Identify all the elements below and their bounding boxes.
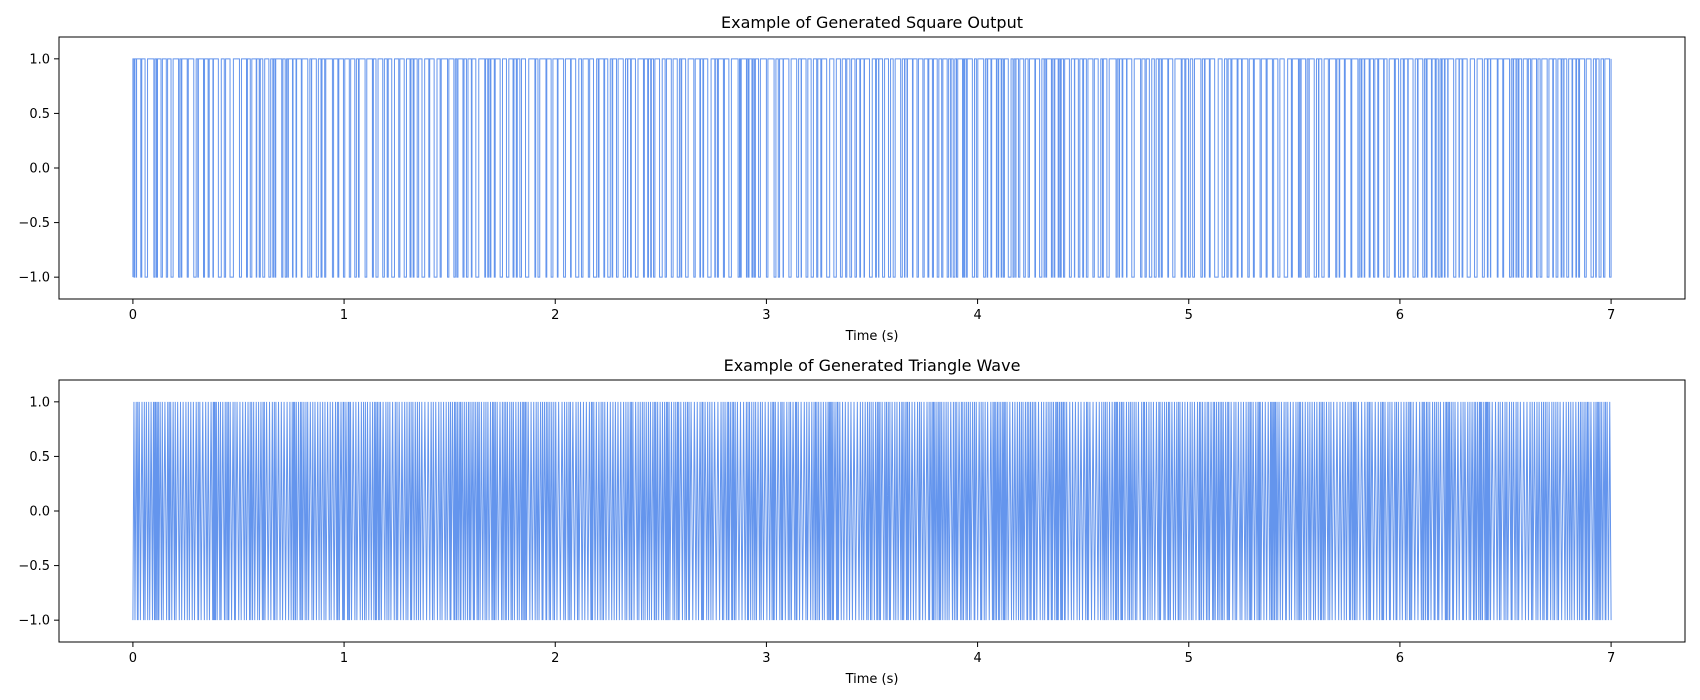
square-wave-line — [132, 58, 1612, 278]
x-tick-label: 0 — [129, 308, 137, 323]
y-tick-label: 0.5 — [29, 107, 50, 122]
chart-title: Example of Generated Square Output — [721, 13, 1023, 32]
y-tick-label: 1.0 — [29, 395, 50, 410]
x-tick-label: 3 — [762, 651, 770, 666]
x-tick-label: 2 — [551, 651, 559, 666]
x-tick-label: 3 — [762, 308, 770, 323]
ticks-layer: 0 1 2 3 4 5 6 7 1.0 0.5 0.0 −0.5 −1.0 — [18, 52, 1615, 323]
x-tick-label: 5 — [1185, 308, 1193, 323]
x-tick-label: 5 — [1185, 651, 1193, 666]
x-tick-label: 6 — [1396, 651, 1404, 666]
y-tick-label: −1.0 — [18, 614, 50, 629]
y-tick-label: −0.5 — [18, 216, 50, 231]
x-tick-label: 0 — [129, 651, 137, 666]
y-tick-label: −0.5 — [18, 559, 50, 574]
x-tick-label: 7 — [1607, 651, 1615, 666]
y-tick-label: −1.0 — [18, 271, 50, 286]
x-tick-label: 4 — [973, 651, 981, 666]
wave-layer — [132, 401, 1612, 621]
triangle-wave-chart: Example of Generated Triangle Wave 0 1 2 3 4… — [18, 356, 1686, 687]
wave-layer — [132, 58, 1612, 278]
y-tick-label: 0.0 — [29, 505, 50, 520]
x-axis-label: Time (s) — [845, 672, 899, 687]
x-tick-label: 6 — [1396, 308, 1404, 323]
x-axis-label: Time (s) — [845, 329, 899, 344]
square-output-chart: Example of Generated Square Output 0 1 2 3 4… — [18, 13, 1686, 344]
ticks-layer: 0 1 2 3 4 5 6 7 1.0 0.5 0.0 −0.5 −1.0 — [18, 395, 1615, 666]
y-tick-label: 0.0 — [29, 162, 50, 177]
x-tick-label: 1 — [340, 651, 348, 666]
x-tick-label: 7 — [1607, 308, 1615, 323]
y-tick-label: 0.5 — [29, 450, 50, 465]
x-tick-label: 1 — [340, 308, 348, 323]
x-tick-label: 2 — [551, 308, 559, 323]
y-tick-label: 1.0 — [29, 52, 50, 67]
triangle-wave-line — [132, 401, 1612, 621]
x-tick-label: 4 — [973, 308, 981, 323]
chart-title: Example of Generated Triangle Wave — [724, 356, 1021, 375]
